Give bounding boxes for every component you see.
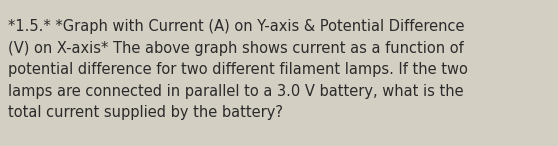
Text: *1.5.* *Graph with Current (A) on Y-axis & Potential Difference
(V) on X-axis* T: *1.5.* *Graph with Current (A) on Y-axis… [8,19,468,120]
